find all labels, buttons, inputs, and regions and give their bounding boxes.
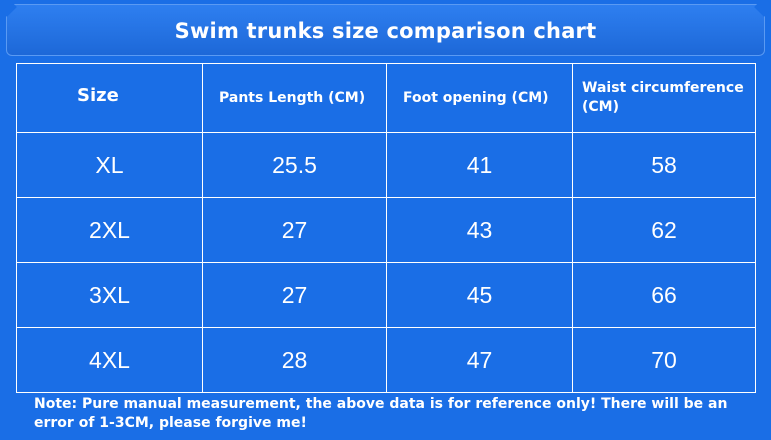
cell-pants-length: 27 — [202, 262, 387, 328]
cell-size: XL — [16, 132, 203, 198]
cell-size: 4XL — [16, 327, 203, 393]
cell-waist: 70 — [572, 327, 756, 393]
cell-waist: 62 — [572, 197, 756, 263]
cell-pants-length: 25.5 — [202, 132, 387, 198]
table-row: 2XL 27 43 62 — [16, 197, 756, 263]
table-header-row: Size Pants Length (CM) Foot opening (CM)… — [16, 63, 756, 133]
table-row: 3XL 27 45 66 — [16, 262, 756, 328]
cell-foot-opening: 43 — [386, 197, 573, 263]
column-header-foot-opening: Foot opening (CM) — [386, 63, 573, 133]
cell-foot-opening: 41 — [386, 132, 573, 198]
column-header-waist-circumference: Waist circumference (CM) — [572, 63, 756, 133]
cell-foot-opening: 47 — [386, 327, 573, 393]
column-header-size: Size — [16, 63, 203, 133]
table-row: XL 25.5 41 58 — [16, 132, 756, 198]
cell-foot-opening: 45 — [386, 262, 573, 328]
table-row: 4XL 28 47 70 — [16, 327, 756, 393]
title-banner: Swim trunks size comparison chart — [6, 4, 765, 56]
cell-pants-length: 28 — [202, 327, 387, 393]
column-header-pants-length: Pants Length (CM) — [202, 63, 387, 133]
cell-pants-length: 27 — [202, 197, 387, 263]
cell-size: 3XL — [16, 262, 203, 328]
size-chart-table: Size Pants Length (CM) Foot opening (CM)… — [16, 63, 756, 393]
cell-waist: 58 — [572, 132, 756, 198]
cell-waist: 66 — [572, 262, 756, 328]
cell-size: 2XL — [16, 197, 203, 263]
page-title: Swim trunks size comparison chart — [174, 19, 597, 43]
measurement-note: Note: Pure manual measurement, the above… — [34, 396, 728, 431]
